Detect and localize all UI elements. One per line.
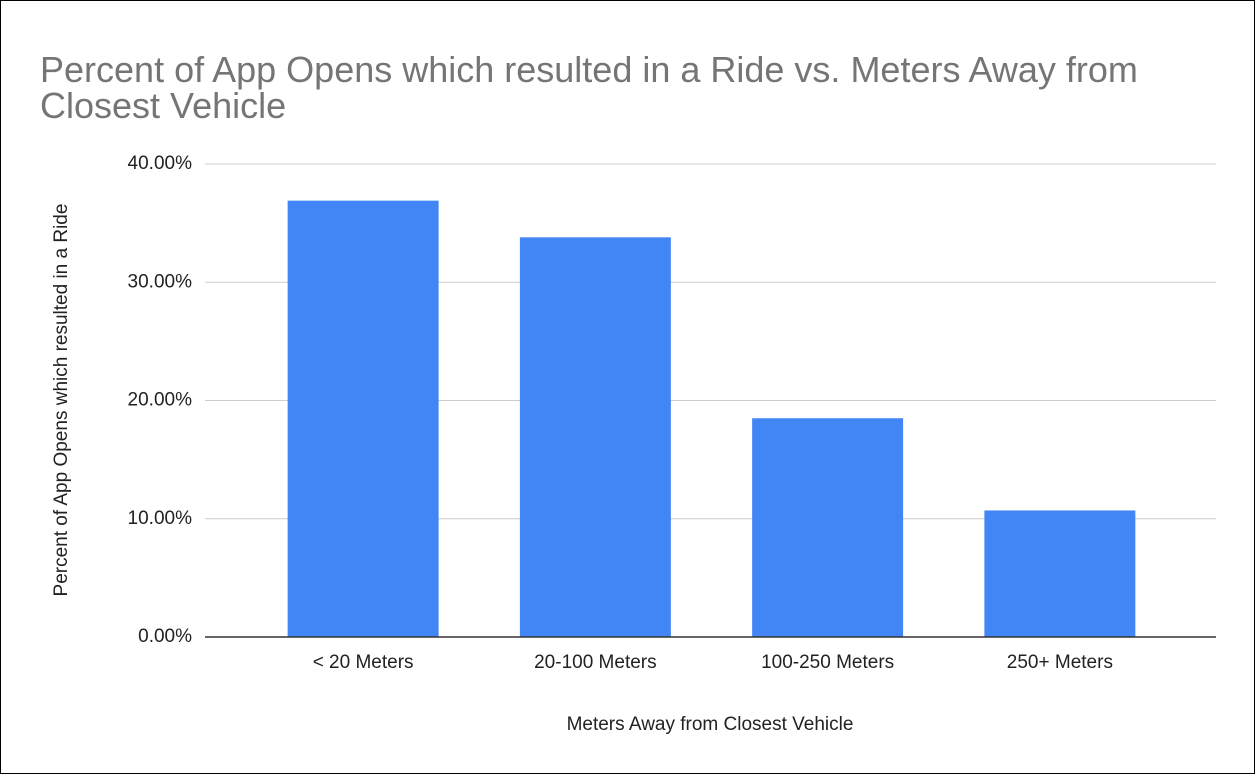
y-tick-label: 0.00% — [138, 626, 192, 647]
chart-title: Percent of App Opens which resulted in a… — [40, 49, 1138, 126]
bar — [752, 418, 904, 637]
y-axis-label: Percent of App Opens which resulted in a… — [51, 204, 72, 597]
bar — [287, 200, 439, 637]
x-tick-label: 250+ Meters — [1007, 652, 1113, 673]
y-tick-label: 40.00% — [128, 153, 193, 174]
x-tick-label: 100-250 Meters — [761, 652, 894, 673]
y-tick-label: 10.00% — [128, 508, 193, 529]
x-tick-label: < 20 Meters — [313, 652, 414, 673]
y-tick-label: 20.00% — [128, 390, 193, 411]
bar — [519, 237, 671, 637]
x-tick-label: 20-100 Meters — [534, 652, 657, 673]
y-tick-label: 30.00% — [128, 271, 193, 292]
bar — [984, 510, 1136, 637]
x-axis-label: Meters Away from Closest Vehicle — [567, 714, 854, 735]
